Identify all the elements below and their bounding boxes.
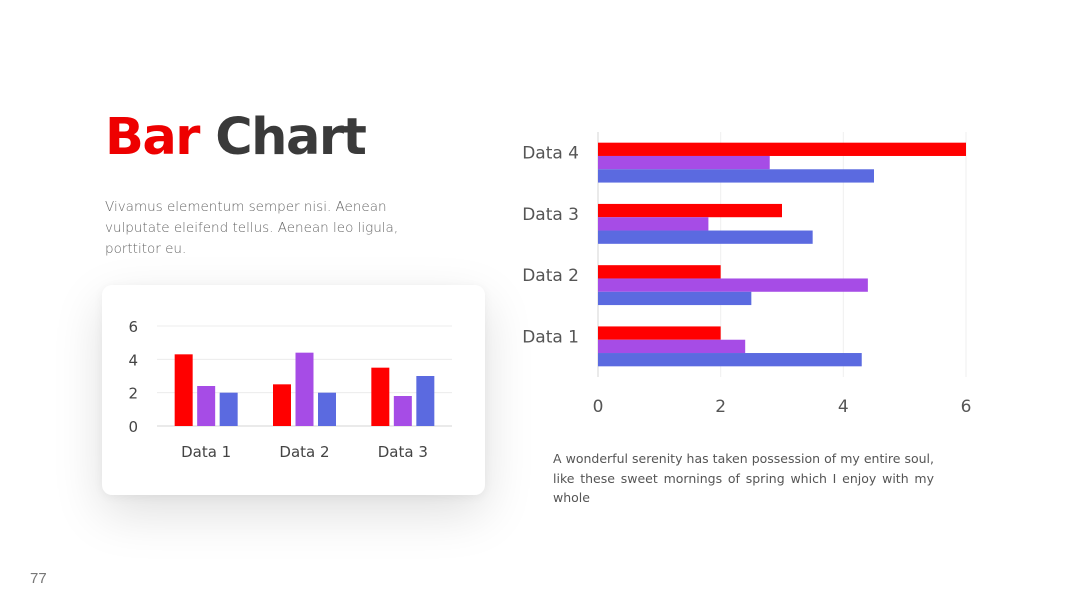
bar (598, 265, 721, 279)
bar (598, 291, 752, 306)
x-category-label: Data 2 (279, 443, 329, 461)
bar (598, 169, 874, 183)
bar (598, 142, 966, 156)
bar (598, 155, 770, 170)
title-rest-word: Chart (215, 108, 367, 167)
y-tick-label: 4 (128, 351, 138, 369)
bar (318, 392, 336, 426)
x-tick-label: 4 (838, 397, 849, 417)
bar (295, 352, 314, 426)
bar (598, 339, 746, 354)
bar (598, 326, 721, 340)
y-tick-label: 0 (128, 418, 138, 436)
y-tick-label: 6 (128, 318, 138, 336)
bar (273, 384, 291, 426)
x-tick-label: 6 (961, 397, 972, 417)
slide-subtitle: Vivamus elementum semper nisi. Aenean vu… (105, 199, 399, 257)
x-tick-label: 0 (593, 397, 604, 417)
small-chart-card: 0 2 4 6 Data 1 Data 2 Data 3 (102, 285, 485, 495)
y-category-label: Data 2 (522, 266, 579, 286)
bar (416, 376, 435, 426)
horizontal-bar-chart: 0 2 4 6 Data 1 Data 2 Data 3 Data 4 (522, 132, 972, 417)
vertical-bar-chart: 0 2 4 6 Data 1 Data 2 Data 3 (128, 318, 452, 461)
bar (371, 367, 390, 426)
chart-caption: A wonderful serenity has taken possessio… (553, 451, 934, 505)
page-number: 77 (30, 570, 47, 587)
bar (598, 353, 862, 367)
x-tick-label: 2 (715, 397, 726, 417)
bar (197, 386, 216, 426)
bar (598, 203, 782, 218)
bar (219, 392, 238, 426)
y-category-label: Data 1 (522, 327, 579, 347)
bar (598, 230, 813, 244)
bar (174, 354, 193, 426)
bar (393, 396, 412, 426)
y-category-label: Data 3 (522, 205, 579, 225)
x-category-label: Data 1 (181, 443, 231, 461)
bar (598, 278, 868, 292)
bar (598, 217, 709, 231)
x-category-label: Data 3 (378, 443, 428, 461)
title-accent-word: Bar (105, 108, 200, 167)
y-tick-label: 2 (128, 385, 138, 403)
slide-title: Bar Chart (105, 108, 367, 168)
y-category-label: Data 4 (522, 144, 579, 164)
